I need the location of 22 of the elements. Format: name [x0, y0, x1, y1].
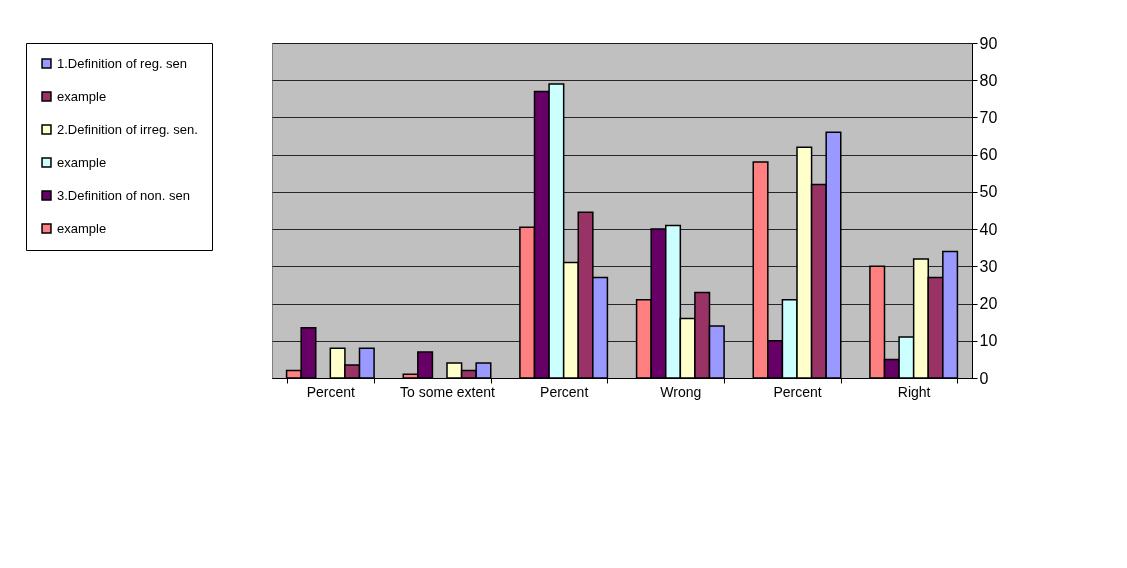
y-tick-label: 0: [979, 369, 989, 387]
y-tick-label: 70: [979, 108, 998, 126]
legend-label: 3.Definition of non. sen: [57, 187, 190, 203]
y-tick-label: 40: [979, 220, 998, 238]
y-tick-label: 10: [979, 332, 998, 350]
legend-label: example: [57, 154, 107, 170]
legend-label: 1.Definition of reg. sen: [57, 55, 188, 71]
x-tick-label: Percent: [773, 383, 822, 400]
x-tick-label: Right: [897, 383, 931, 400]
y-tick-label: 90: [979, 34, 998, 52]
x-tick-label: Percent: [306, 383, 356, 400]
y-tick-label: 30: [979, 257, 998, 275]
legend-label: example: [57, 220, 107, 236]
legend-label: 2.Definition of irreg. sen.: [57, 121, 198, 137]
y-tick-label: 20: [979, 295, 998, 313]
x-tick-label: To some extent: [400, 383, 496, 400]
y-tick-label: 50: [979, 183, 998, 201]
x-tick-label: Wrong: [660, 383, 702, 400]
y-tick-label: 60: [979, 146, 998, 164]
x-tick-label: Percent: [540, 383, 589, 400]
legend-label: example: [57, 88, 107, 104]
y-tick-label: 80: [979, 71, 998, 89]
